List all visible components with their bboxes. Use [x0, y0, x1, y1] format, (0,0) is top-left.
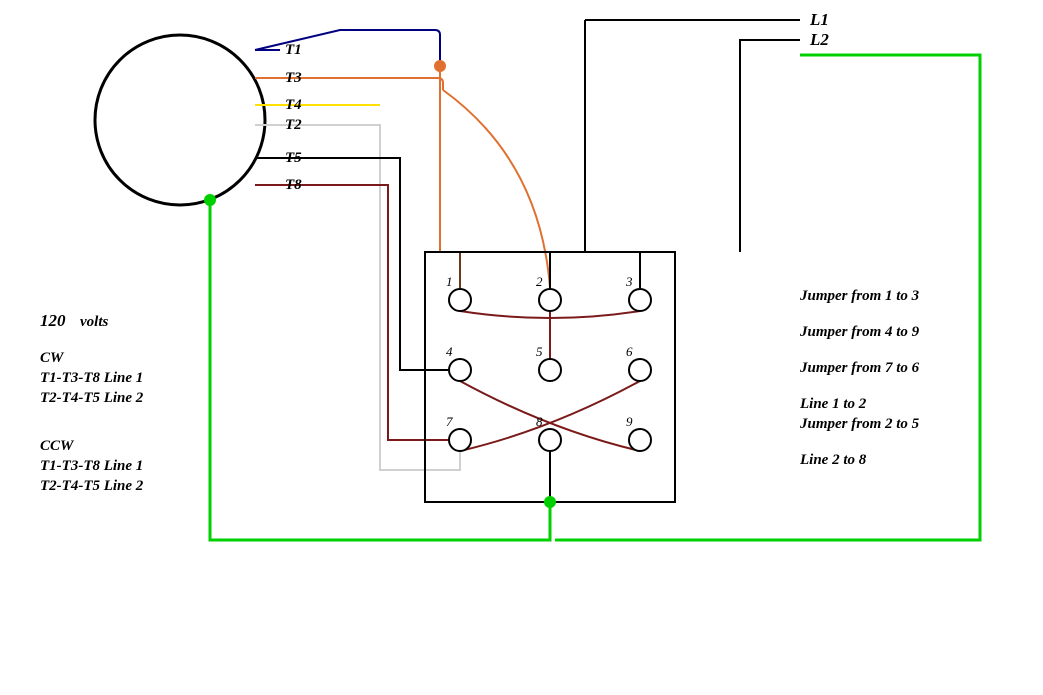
- terminal-2: [539, 289, 561, 311]
- terminal-label-4: 4: [446, 344, 453, 359]
- note-1: Jumper from 4 to 9: [799, 324, 920, 340]
- terminal-9: [629, 429, 651, 451]
- lead-label-T1: T1: [285, 42, 302, 58]
- terminal-6: [629, 359, 651, 381]
- terminal-label-1: 1: [446, 274, 453, 289]
- dir-CW-line-0: T1-T3-T8 Line 1: [40, 370, 143, 386]
- terminal-label-5: 5: [536, 344, 543, 359]
- wire-6: [255, 158, 448, 370]
- terminal-label-3: 3: [625, 274, 633, 289]
- terminal-5: [539, 359, 561, 381]
- note-2: Jumper from 7 to 6: [799, 360, 920, 376]
- terminal-4: [449, 359, 471, 381]
- motor-body: [95, 35, 265, 205]
- lead-label-T4: T4: [285, 97, 302, 113]
- junction-dot-1: [204, 194, 216, 206]
- dir-CW: CW: [40, 350, 65, 366]
- lead-label-T8: T8: [285, 177, 302, 193]
- dir-CW-line-1: T2-T4-T5 Line 2: [40, 390, 144, 406]
- terminal-8: [539, 429, 561, 451]
- note-4: Jumper from 2 to 5: [799, 416, 920, 432]
- terminal-label-8: 8: [536, 414, 543, 429]
- lead-label-T2: T2: [285, 117, 302, 133]
- terminal-7: [449, 429, 471, 451]
- note-5: Line 2 to 8: [799, 452, 867, 468]
- terminal-label-6: 6: [626, 344, 633, 359]
- junction-dot-0: [434, 60, 446, 72]
- volts-unit: volts: [80, 314, 108, 330]
- lead-label-T5: T5: [285, 150, 302, 166]
- label-L2: L2: [809, 30, 829, 49]
- terminal-label-9: 9: [626, 414, 633, 429]
- wire-9: [640, 40, 800, 288]
- lead-label-T3: T3: [285, 70, 302, 86]
- terminal-1: [449, 289, 471, 311]
- note-0: Jumper from 1 to 3: [799, 288, 920, 304]
- dir-CCW: CCW: [40, 438, 75, 454]
- volts-value: 120: [40, 311, 66, 330]
- junction-dot-2: [544, 496, 556, 508]
- label-L1: L1: [809, 10, 829, 29]
- wire-0: [255, 30, 440, 66]
- terminal-label-2: 2: [536, 274, 543, 289]
- dir-CCW-line-0: T1-T3-T8 Line 1: [40, 458, 143, 474]
- wire-8: [550, 20, 800, 288]
- terminal-3: [629, 289, 651, 311]
- wire-7: [255, 185, 448, 440]
- dir-CCW-line-1: T2-T4-T5 Line 2: [40, 478, 144, 494]
- note-3: Line 1 to 2: [799, 396, 867, 412]
- terminal-label-7: 7: [446, 414, 453, 429]
